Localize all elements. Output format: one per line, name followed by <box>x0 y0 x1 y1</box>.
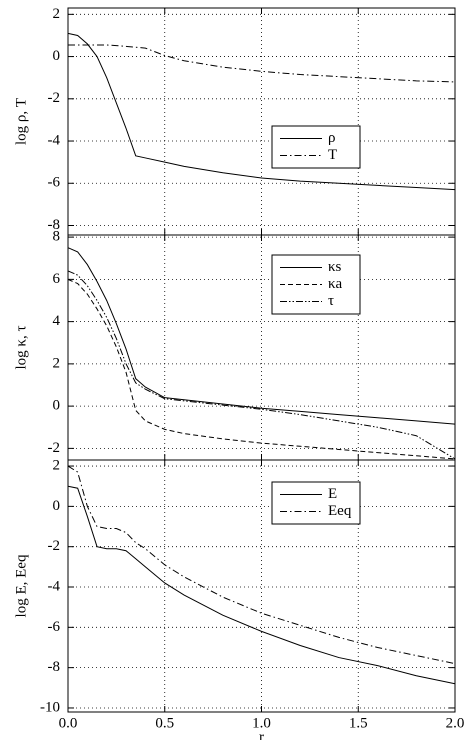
y-tick-label: 8 <box>53 229 61 245</box>
y-tick-label: 0 <box>53 48 61 64</box>
y-tick-label: 2 <box>53 6 61 22</box>
data-line <box>67 485 456 685</box>
y-tick-label: -6 <box>48 619 61 635</box>
data-line <box>68 44 456 83</box>
y-tick-label: -2 <box>48 90 61 106</box>
y-tick-label: -4 <box>48 132 61 148</box>
y-axis-label: log E, Eeq <box>13 554 29 617</box>
legend-label: E <box>328 486 337 502</box>
y-tick-label: 0 <box>53 398 61 414</box>
legend-label: T <box>328 147 337 163</box>
y-tick-label: 6 <box>53 271 61 287</box>
x-axis-label: r <box>259 729 264 740</box>
data-line <box>67 32 456 191</box>
data-line <box>67 270 456 460</box>
y-tick-label: -10 <box>40 699 60 715</box>
legend-box <box>271 125 361 169</box>
x-tick-label: 1.5 <box>349 715 368 731</box>
y-tick-label: -8 <box>48 659 61 675</box>
legend-label: ρ <box>328 130 336 146</box>
x-tick-label: 1.0 <box>252 715 271 731</box>
y-tick-label: -4 <box>48 578 61 594</box>
x-tick-label: 2.0 <box>446 715 465 731</box>
data-line <box>67 278 456 460</box>
data-line <box>67 465 456 665</box>
legend-label: κa <box>328 276 343 292</box>
y-tick-label: -8 <box>48 217 61 233</box>
y-axis-label: log ρ, T <box>13 98 29 145</box>
y-tick-label: 2 <box>53 457 61 473</box>
y-tick-label: 0 <box>53 498 61 514</box>
data-line <box>67 247 456 425</box>
y-tick-label: -2 <box>48 538 61 554</box>
legend-label: τ <box>328 293 334 309</box>
x-tick-label: 0.5 <box>155 715 174 731</box>
legend-label: κs <box>328 259 342 275</box>
y-tick-label: 4 <box>53 313 61 329</box>
y-tick-label: 2 <box>53 355 61 371</box>
y-tick-label: -6 <box>48 175 61 191</box>
y-tick-label: -2 <box>48 440 61 456</box>
legend-box <box>271 481 361 525</box>
x-tick-label: 0.0 <box>59 715 78 731</box>
y-axis-label: log κ, τ <box>13 325 29 369</box>
plot-frame <box>67 459 456 713</box>
legend-label: Eeq <box>328 503 352 519</box>
